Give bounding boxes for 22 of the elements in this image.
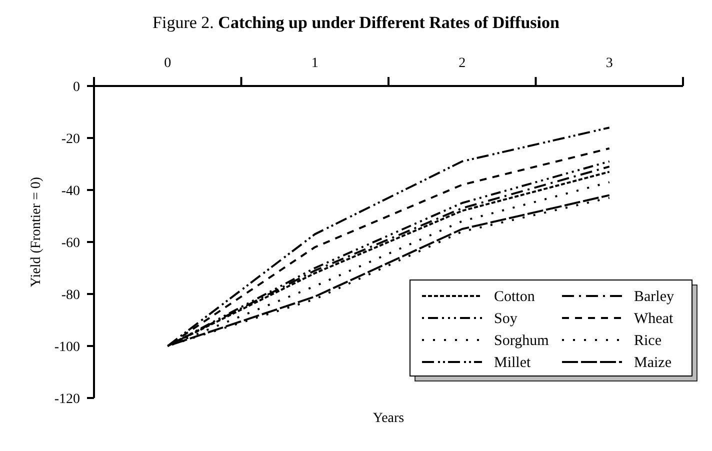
y-tick-label: -40 — [61, 184, 80, 199]
legend-label: Barley — [634, 289, 674, 305]
y-tick-label: 0 — [73, 80, 80, 95]
legend-label: Soy — [494, 311, 518, 327]
y-tick-label: -120 — [54, 392, 80, 407]
chart-title: Figure 2. Catching up under Different Rates of Diffusion — [152, 13, 560, 32]
y-axis-title: Yield (Frontier = 0) — [29, 176, 44, 288]
legend-label: Wheat — [634, 311, 674, 327]
y-tick-label: -80 — [61, 288, 80, 303]
legend-label: Rice — [634, 333, 662, 349]
y-tick-label: -100 — [54, 340, 80, 355]
x-tick-label: 1 — [311, 56, 318, 71]
x-axis-title: Years — [372, 411, 404, 426]
x-tick-label: 2 — [458, 56, 466, 71]
legend-label: Millet — [494, 355, 532, 371]
legend-label: Cotton — [494, 289, 536, 305]
legend-label: Maize — [634, 355, 672, 371]
y-tick-label: -20 — [61, 132, 80, 147]
x-tick-label: 0 — [164, 56, 172, 71]
y-tick-label: -60 — [61, 236, 80, 251]
legend-label: Sorghum — [494, 333, 550, 349]
x-tick-label: 3 — [606, 56, 613, 71]
